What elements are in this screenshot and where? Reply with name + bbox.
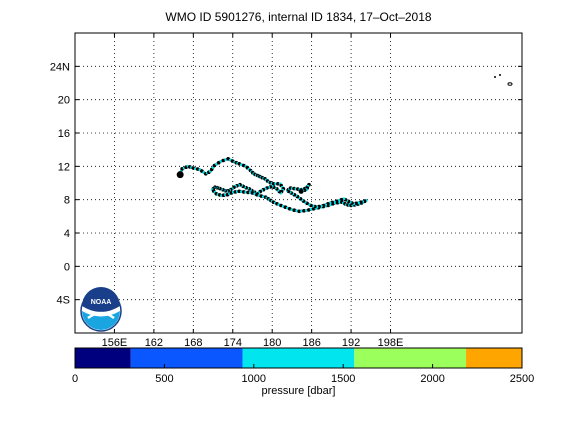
- map-frame: [74, 32, 523, 334]
- lat-tick-label: 16: [58, 128, 70, 140]
- colorbar-tick-label: 500: [155, 373, 173, 385]
- colorbar-tick-label: 1000: [242, 373, 266, 385]
- lon-tick-label: 198E: [378, 337, 404, 349]
- profile-point: [292, 208, 297, 212]
- island-dot: [499, 74, 501, 76]
- colorbar-segment: [130, 348, 243, 368]
- profile-point: [302, 209, 306, 213]
- colorbar-tick-label: 1500: [331, 373, 355, 385]
- island-dot: [494, 76, 496, 78]
- profile-point: [241, 190, 246, 194]
- profile-point: [342, 197, 346, 201]
- chart-title: WMO ID 5901276, internal ID 1834, 17–Oct…: [165, 10, 432, 24]
- colorbar-tick-label: 2000: [420, 373, 444, 385]
- colorbar-segment: [242, 348, 355, 368]
- colorbar-segment: [354, 348, 467, 368]
- colorbar-tick-label: 0: [72, 373, 78, 385]
- float-track: [176, 157, 368, 214]
- lon-tick-label: 174: [224, 337, 242, 349]
- colorbar: [75, 348, 522, 368]
- logo-text: NOAA: [91, 299, 112, 306]
- profile-point: [354, 201, 358, 206]
- lat-tick-label: 12: [58, 161, 70, 173]
- lon-tick-label: 168: [184, 337, 202, 349]
- lat-tick-label: 8: [64, 195, 70, 207]
- noaa-logo: NOAA: [80, 287, 122, 332]
- profile-point: [246, 190, 250, 195]
- track-start-point: [176, 171, 184, 179]
- profile-point: [339, 197, 344, 202]
- lon-tick-label: 180: [263, 337, 281, 349]
- colorbar-ticks: 0 500 1000 1500 2000 2500: [72, 364, 534, 385]
- lon-tick-label: 162: [145, 337, 163, 349]
- profile-point: [271, 182, 276, 186]
- profile-point: [307, 208, 311, 212]
- latitude-ticks: 24N 20 16 12 8 4 0 4S: [50, 61, 522, 307]
- profile-point: [297, 209, 302, 214]
- lon-tick-label: 186: [302, 337, 320, 349]
- profile-point: [359, 200, 363, 204]
- colorbar-segment: [466, 348, 522, 368]
- lat-tick-label: 24N: [50, 61, 70, 73]
- island-outline: [507, 82, 513, 86]
- colorbar-frame: [74, 347, 523, 369]
- lat-tick-label: 0: [64, 261, 70, 273]
- profile-point: [276, 182, 280, 186]
- lon-tick-label: 156E: [102, 337, 128, 349]
- lat-tick-label: 4: [64, 228, 70, 240]
- longitude-ticks: 156E 162 168 174 180 186 192 198E: [102, 33, 404, 349]
- lat-tick-label: 20: [58, 95, 70, 107]
- profile-point: [295, 209, 299, 213]
- lat-tick-label: 4S: [57, 295, 70, 307]
- profile-point: [221, 158, 226, 163]
- islands: [494, 74, 513, 86]
- profile-point: [237, 189, 242, 194]
- map-background: [75, 33, 522, 333]
- grid-lines: [75, 33, 522, 333]
- colorbar-tick-label: 2500: [510, 373, 534, 385]
- colorbar-label: pressure [dbar]: [261, 385, 336, 397]
- colorbar-segment: [75, 348, 131, 368]
- track-end-point: [298, 188, 304, 194]
- lon-tick-label: 192: [342, 337, 360, 349]
